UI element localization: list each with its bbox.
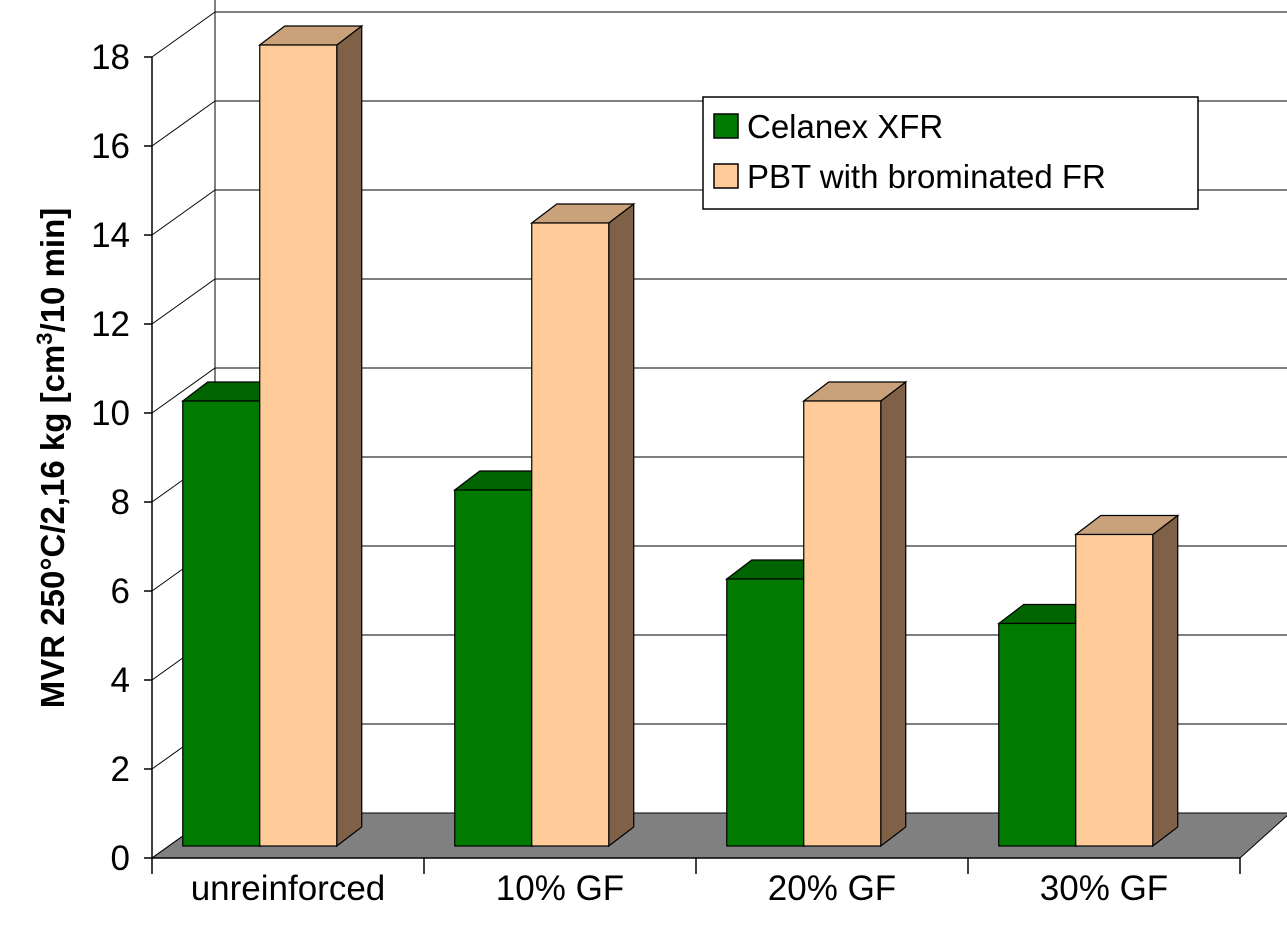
bar-pbt-brominated-2 <box>801 380 908 848</box>
y-axis-title: MVR 250°C/2,16 kg [cm3/10 min] <box>32 208 72 708</box>
gridline-side <box>151 278 216 325</box>
legend: Celanex XFR PBT with brominated FR <box>702 96 1199 210</box>
y-axis-title-tail: /10 min] <box>34 208 71 333</box>
y-axis-title-sup: 3 <box>32 332 57 344</box>
y-axis-title-main: MVR 250°C/2,16 kg [cm <box>34 345 71 709</box>
legend-label: Celanex XFR <box>747 108 943 145</box>
y-tick-label: 6 <box>111 572 130 611</box>
bars <box>180 24 1180 848</box>
x-tick-label: 10% GF <box>496 869 624 908</box>
gridline-side <box>151 11 216 58</box>
y-tick-label: 0 <box>111 839 130 878</box>
legend-box <box>702 96 1199 210</box>
x-tick-label: 30% GF <box>1040 869 1168 908</box>
legend-label: PBT with brominated FR <box>747 158 1106 195</box>
bar-pbt-brominated-1 <box>529 202 636 848</box>
y-tick-label: 2 <box>111 750 130 789</box>
legend-swatch <box>713 113 739 139</box>
y-tick-label: 14 <box>91 216 130 255</box>
y-tick-label: 4 <box>111 661 130 700</box>
bar-pbt-brominated-3 <box>1073 514 1180 848</box>
gridline-side <box>151 367 216 414</box>
y-tick-label: 16 <box>91 127 130 166</box>
x-tick-label: 20% GF <box>768 869 896 908</box>
axes: 0 2 4 6 8 10 12 14 16 18 unreinforced 10% GF 20% GF 3… <box>91 38 1241 908</box>
bar-pbt-brominated-0 <box>257 24 364 848</box>
x-tick-label: unreinforced <box>191 869 386 908</box>
y-tick-label: 12 <box>91 305 130 344</box>
y-tick-label: 18 <box>91 38 130 77</box>
y-tick-label: 8 <box>111 483 130 522</box>
y-tick-label: 10 <box>91 394 130 433</box>
gridline-side <box>151 100 216 147</box>
gridline-side <box>151 189 216 236</box>
legend-swatch <box>713 163 739 189</box>
